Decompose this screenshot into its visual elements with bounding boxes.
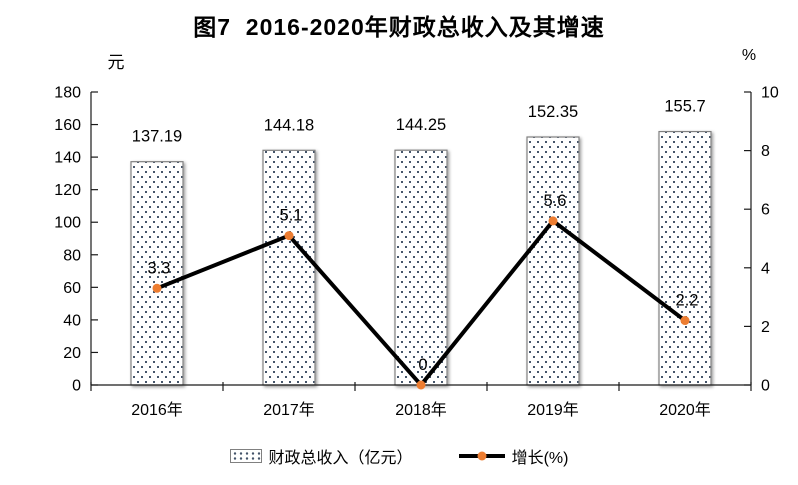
line-marker-2018年 — [416, 380, 426, 390]
bar-value-label: 144.25 — [396, 116, 446, 134]
bar-2018年 — [394, 149, 448, 386]
bar-value-label: 155.7 — [664, 98, 705, 116]
bar-value-label: 152.35 — [528, 103, 578, 121]
x-axis-category-label: 2019年 — [527, 401, 579, 419]
line-marker-2017年 — [284, 231, 294, 241]
legend-line-label: 增长(%) — [511, 450, 569, 467]
right-axis-tick-label: 6 — [761, 202, 770, 219]
legend-item-line: 增长(%) — [458, 444, 569, 468]
left-axis-tick-label: 180 — [54, 85, 81, 102]
left-axis-tick-label: 20 — [63, 345, 81, 362]
bar-2020年 — [658, 130, 712, 386]
bar-2019年 — [526, 136, 580, 386]
right-axis-tick-label: 0 — [761, 378, 770, 395]
legend: 财政总收入（亿元） 增长(%) — [0, 442, 798, 470]
left-axis-tick-label: 60 — [63, 280, 81, 297]
legend-bar-swatch-icon — [229, 449, 262, 463]
left-axis-tick-label: 140 — [54, 150, 81, 167]
left-axis-tick-label: 40 — [63, 312, 81, 329]
line-value-label: 5.6 — [544, 192, 567, 210]
right-axis-tick-label: 10 — [761, 85, 779, 102]
line-marker-2016年 — [152, 283, 162, 293]
bar-value-label: 137.19 — [132, 128, 182, 146]
left-axis-tick-label: 0 — [72, 378, 81, 395]
right-axis-tick-label: 4 — [761, 260, 770, 277]
bar-2017年 — [262, 149, 316, 386]
right-axis-tick-label: 8 — [761, 143, 770, 160]
line-value-label: 5.1 — [280, 207, 303, 225]
x-axis-category-label: 2017年 — [263, 401, 315, 419]
legend-bar-label: 财政总收入（亿元） — [268, 450, 413, 467]
left-axis-unit-label: 元 — [107, 53, 125, 72]
x-axis-category-label: 2018年 — [395, 401, 447, 419]
left-axis-tick-label: 80 — [63, 247, 81, 264]
left-axis-tick-label: 100 — [54, 215, 81, 232]
legend-item-bar: 财政总收入（亿元） — [229, 444, 413, 468]
right-axis-unit-label: % — [741, 47, 757, 64]
right-axis-tick-label: 2 — [761, 319, 770, 336]
x-axis-category-label: 2020年 — [659, 401, 711, 419]
line-value-label: 2.2 — [676, 292, 699, 310]
legend-line-swatch-icon — [458, 451, 505, 461]
left-axis-tick-label: 160 — [54, 117, 81, 134]
figure-title: 图7 2016-2020年财政总收入及其增速 — [193, 14, 605, 40]
bar-value-label: 144.18 — [264, 116, 314, 134]
line-marker-2019年 — [548, 216, 558, 226]
x-axis-category-label: 2016年 — [131, 401, 183, 419]
line-value-label: 3.3 — [148, 259, 171, 277]
line-value-label: 0 — [418, 356, 427, 374]
left-axis-tick-label: 120 — [54, 182, 81, 199]
line-marker-2020年 — [680, 316, 690, 326]
legend-marker-dot-icon — [477, 451, 487, 461]
